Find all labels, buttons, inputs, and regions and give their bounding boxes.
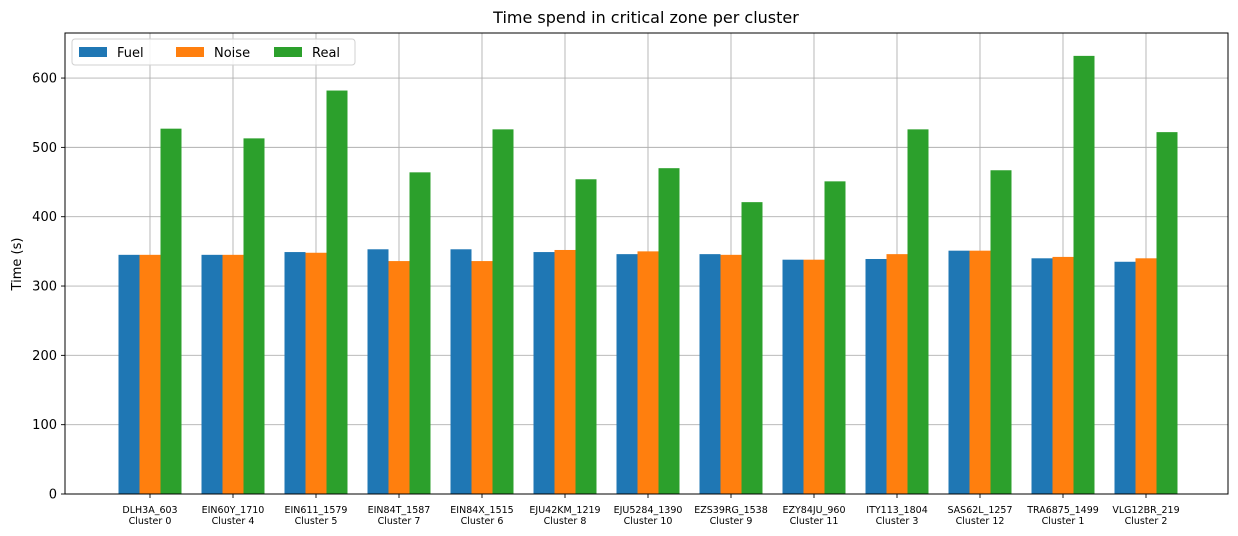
x-tick-label: EZY84JU_960	[782, 505, 845, 516]
bar-real	[409, 172, 431, 494]
legend-label-real: Real	[312, 46, 340, 61]
legend-label-noise: Noise	[214, 46, 250, 61]
bar-fuel	[367, 249, 389, 494]
bar-noise	[471, 261, 493, 494]
y-tick-label: 100	[32, 418, 57, 433]
bar-fuel	[1114, 261, 1136, 494]
x-tick-label: TRA6875_1499	[1026, 505, 1099, 516]
bar-fuel	[284, 252, 306, 494]
bar-real	[1156, 132, 1178, 494]
bar-layer	[118, 55, 1178, 495]
x-tick-label: EIN611_1579	[285, 505, 348, 516]
legend: Fuel Noise Real	[71, 38, 356, 66]
x-tick-label: SAS62L_1257	[947, 505, 1012, 516]
x-tick-label: Cluster 11	[790, 516, 839, 527]
x-tick-label: VLG12BR_219	[1112, 505, 1179, 516]
y-tick-label: 0	[49, 488, 57, 503]
legend-swatch-noise	[176, 47, 204, 57]
bar-real	[824, 181, 846, 495]
y-tick-label: 500	[32, 141, 57, 156]
chart-title: Time spend in critical zone per cluster	[492, 8, 799, 27]
x-tick-label: ITY113_1804	[866, 505, 927, 516]
bar-fuel	[782, 259, 804, 494]
bar-real	[741, 202, 763, 494]
bar-fuel	[118, 254, 140, 494]
x-tick-label: Cluster 4	[212, 516, 255, 527]
x-tick-label: EZS39RG_1538	[694, 505, 768, 516]
x-tick-label: Cluster 3	[876, 516, 919, 527]
x-tick-label: EIN60Y_1710	[202, 505, 265, 516]
bar-noise	[969, 250, 991, 494]
bar-noise	[803, 259, 825, 494]
bar-fuel	[699, 254, 721, 494]
x-tick-label: Cluster 1	[1042, 516, 1085, 527]
x-tick-label: Cluster 2	[1125, 516, 1168, 527]
legend-swatch-real	[274, 47, 302, 57]
bar-noise	[305, 252, 327, 494]
y-tick-label: 300	[32, 280, 57, 295]
plot-frame	[64, 32, 1229, 495]
x-tick-label: EIN84X_1515	[450, 505, 513, 516]
bar-noise	[1135, 258, 1157, 494]
x-tick-label: Cluster 9	[710, 516, 753, 527]
bar-noise	[554, 249, 576, 494]
bar-noise	[1052, 256, 1074, 494]
bar-noise	[139, 254, 161, 494]
bar-noise	[222, 254, 244, 494]
bar-real	[1073, 55, 1095, 495]
y-tick-label: 400	[32, 210, 57, 225]
bar-fuel	[533, 252, 555, 494]
x-tick-label: Cluster 8	[544, 516, 587, 527]
y-tick-label: 600	[32, 72, 57, 87]
bar-noise	[886, 254, 908, 494]
x-tick-label: Cluster 6	[461, 516, 504, 527]
x-tick-label: EJU42KM_1219	[529, 505, 600, 516]
x-tick-label: DLH3A_603	[122, 505, 177, 516]
y-axis-title: Time (s)	[10, 238, 25, 292]
bar-noise	[720, 254, 742, 494]
y-tick-label: 200	[32, 349, 57, 364]
bar-real	[243, 138, 265, 494]
x-tick-label: EIN84T_1587	[368, 505, 431, 516]
bar-real	[326, 90, 348, 495]
bar-real	[492, 129, 514, 494]
bar-noise	[637, 251, 659, 494]
x-tick-label: EJU5284_1390	[614, 505, 683, 516]
bar-fuel	[948, 250, 970, 494]
x-tick-label: Cluster 10	[624, 516, 673, 527]
bar-real	[990, 170, 1012, 495]
legend-box	[71, 38, 356, 66]
bar-real	[658, 168, 680, 494]
x-tick-label: Cluster 0	[129, 516, 172, 527]
bar-real	[160, 128, 182, 494]
x-tick-label: Cluster 7	[378, 516, 421, 527]
bar-noise	[388, 261, 410, 494]
bar-real	[907, 129, 929, 494]
bar-fuel	[201, 254, 223, 494]
bar-fuel	[450, 249, 472, 494]
x-tick-label: Cluster 12	[956, 516, 1005, 527]
x-tick-label: Cluster 5	[295, 516, 338, 527]
bar-fuel	[865, 258, 887, 494]
bar-fuel	[616, 254, 638, 494]
legend-swatch-fuel	[79, 47, 107, 57]
legend-label-fuel: Fuel	[117, 46, 144, 61]
bar-real	[575, 179, 597, 494]
bar-fuel	[1031, 258, 1053, 494]
